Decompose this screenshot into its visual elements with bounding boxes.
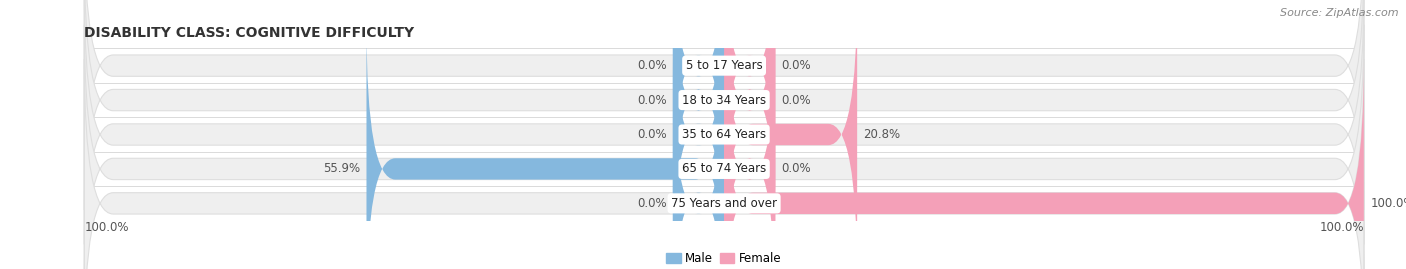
- Text: 0.0%: 0.0%: [637, 94, 666, 107]
- FancyBboxPatch shape: [84, 0, 1364, 244]
- Text: 100.0%: 100.0%: [1371, 197, 1406, 210]
- Text: 65 to 74 Years: 65 to 74 Years: [682, 162, 766, 175]
- Text: 20.8%: 20.8%: [863, 128, 901, 141]
- Text: 0.0%: 0.0%: [782, 162, 811, 175]
- Text: 0.0%: 0.0%: [637, 59, 666, 72]
- Text: 0.0%: 0.0%: [637, 128, 666, 141]
- FancyBboxPatch shape: [84, 0, 1364, 210]
- FancyBboxPatch shape: [367, 25, 724, 269]
- Text: Source: ZipAtlas.com: Source: ZipAtlas.com: [1281, 8, 1399, 18]
- Text: 100.0%: 100.0%: [84, 221, 129, 233]
- Text: 75 Years and over: 75 Years and over: [671, 197, 778, 210]
- FancyBboxPatch shape: [724, 0, 775, 244]
- Text: DISABILITY CLASS: COGNITIVE DIFFICULTY: DISABILITY CLASS: COGNITIVE DIFFICULTY: [84, 26, 415, 40]
- FancyBboxPatch shape: [673, 59, 724, 269]
- FancyBboxPatch shape: [724, 59, 1364, 269]
- Text: 18 to 34 Years: 18 to 34 Years: [682, 94, 766, 107]
- Text: 0.0%: 0.0%: [637, 197, 666, 210]
- Text: 35 to 64 Years: 35 to 64 Years: [682, 128, 766, 141]
- Legend: Male, Female: Male, Female: [662, 247, 786, 269]
- Text: 100.0%: 100.0%: [1319, 221, 1364, 233]
- FancyBboxPatch shape: [724, 25, 775, 269]
- FancyBboxPatch shape: [673, 0, 724, 269]
- FancyBboxPatch shape: [84, 25, 1364, 269]
- FancyBboxPatch shape: [673, 0, 724, 210]
- Text: 0.0%: 0.0%: [782, 94, 811, 107]
- Text: 5 to 17 Years: 5 to 17 Years: [686, 59, 762, 72]
- FancyBboxPatch shape: [673, 0, 724, 244]
- Text: 0.0%: 0.0%: [782, 59, 811, 72]
- FancyBboxPatch shape: [84, 0, 1364, 269]
- FancyBboxPatch shape: [724, 0, 775, 210]
- Text: 55.9%: 55.9%: [323, 162, 360, 175]
- FancyBboxPatch shape: [84, 59, 1364, 269]
- FancyBboxPatch shape: [724, 0, 858, 269]
